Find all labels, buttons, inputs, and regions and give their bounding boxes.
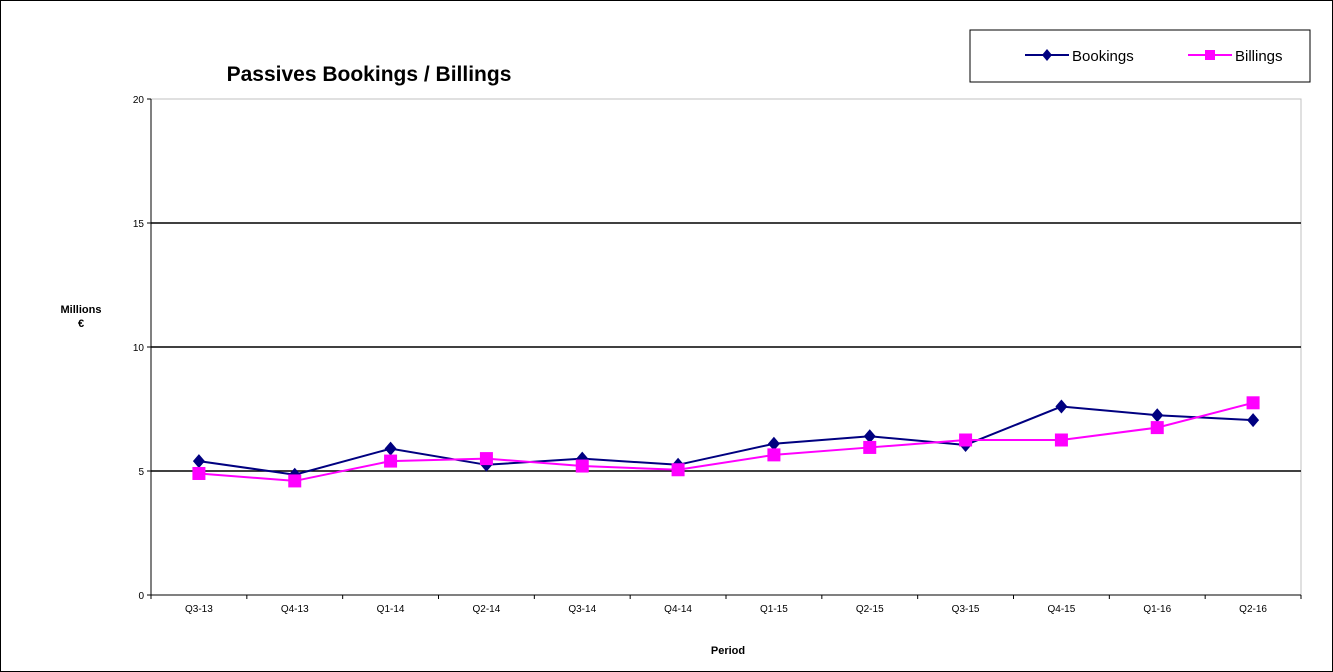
data-point-billings (1054, 433, 1068, 447)
data-point-billings (767, 448, 781, 462)
data-point-billings (192, 466, 206, 480)
data-point-bookings (1055, 399, 1068, 414)
data-point-bookings (863, 429, 876, 444)
legend-marker-bookings (1042, 49, 1052, 61)
legend-label-billings: Billings (1235, 48, 1283, 65)
series-line-bookings (198, 405, 1254, 476)
data-point-bookings (1247, 413, 1260, 428)
x-tick-label: Q4-15 (1048, 604, 1076, 615)
y-tick-label: 10 (133, 343, 145, 354)
data-point-billings (1150, 421, 1164, 435)
y-axis-title-line1: Millions (61, 304, 102, 316)
data-point-billings (479, 452, 493, 466)
y-tick-label: 20 (133, 95, 145, 106)
x-tick-label: Q3-15 (952, 604, 980, 615)
legend: Bookings Billings (969, 29, 1311, 83)
plot-area: 0 5 10 15 20 Q3-13 Q4-13 Q1-14 Q2-14 Q3-14 Q4-14 Q1… (133, 95, 1302, 615)
data-point-billings (384, 454, 398, 468)
legend-marker-billings (1205, 50, 1215, 60)
legend-label-bookings: Bookings (1072, 48, 1134, 65)
data-point-bookings (1151, 408, 1164, 423)
x-tick-label: Q1-15 (760, 604, 788, 615)
x-tick-label: Q4-14 (664, 604, 692, 615)
x-tick-label: Q2-14 (473, 604, 501, 615)
x-tick-label: Q2-16 (1239, 604, 1267, 615)
data-point-billings (288, 474, 302, 488)
x-axis-title: Period (711, 645, 745, 657)
chart-title: Passives Bookings / Billings (227, 63, 512, 86)
x-tick-label: Q2-15 (856, 604, 884, 615)
series-line-billings (198, 401, 1254, 482)
y-tick-label: 0 (138, 591, 144, 602)
x-tick-label: Q1-16 (1143, 604, 1171, 615)
x-tick-label: Q4-13 (281, 604, 309, 615)
data-point-bookings (384, 441, 397, 456)
data-point-bookings (192, 454, 205, 469)
y-tick-label: 5 (138, 467, 144, 478)
y-tick-label: 15 (133, 219, 145, 230)
data-point-bookings (767, 436, 780, 451)
x-tick-label: Q3-13 (185, 604, 213, 615)
y-axis-title-line2: € (78, 318, 84, 330)
data-point-billings (671, 463, 685, 477)
data-point-billings (1246, 396, 1260, 410)
data-point-billings (575, 459, 589, 473)
data-point-billings (959, 433, 973, 447)
x-tick-label: Q3-14 (568, 604, 596, 615)
data-point-billings (863, 440, 877, 454)
x-tick-label: Q1-14 (377, 604, 405, 615)
